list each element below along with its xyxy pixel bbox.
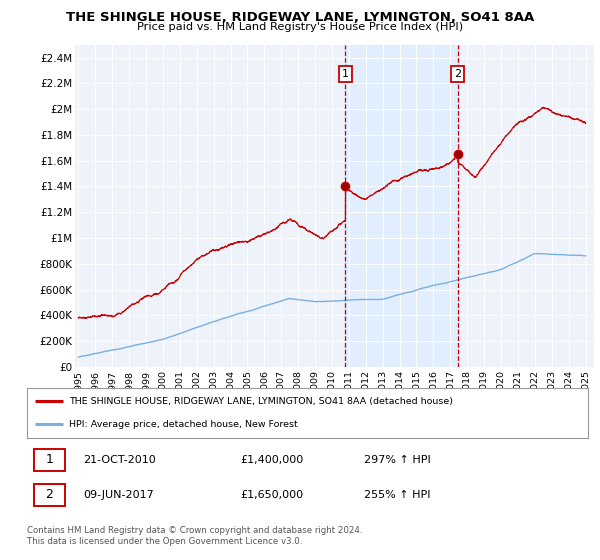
- Text: HPI: Average price, detached house, New Forest: HPI: Average price, detached house, New …: [69, 420, 298, 429]
- Text: THE SHINGLE HOUSE, RIDGEWAY LANE, LYMINGTON, SO41 8AA: THE SHINGLE HOUSE, RIDGEWAY LANE, LYMING…: [66, 11, 534, 24]
- FancyBboxPatch shape: [34, 449, 65, 471]
- Text: 1: 1: [342, 69, 349, 79]
- Text: 2: 2: [454, 69, 461, 79]
- Text: Contains HM Land Registry data © Crown copyright and database right 2024.
This d: Contains HM Land Registry data © Crown c…: [27, 526, 362, 546]
- Text: £1,650,000: £1,650,000: [240, 490, 304, 500]
- Text: Price paid vs. HM Land Registry's House Price Index (HPI): Price paid vs. HM Land Registry's House …: [137, 22, 463, 32]
- Text: 09-JUN-2017: 09-JUN-2017: [83, 490, 154, 500]
- FancyBboxPatch shape: [34, 484, 65, 506]
- Text: £1,400,000: £1,400,000: [240, 455, 304, 465]
- Text: 21-OCT-2010: 21-OCT-2010: [83, 455, 156, 465]
- Text: 297% ↑ HPI: 297% ↑ HPI: [364, 455, 430, 465]
- Text: 1: 1: [45, 454, 53, 466]
- Text: THE SHINGLE HOUSE, RIDGEWAY LANE, LYMINGTON, SO41 8AA (detached house): THE SHINGLE HOUSE, RIDGEWAY LANE, LYMING…: [69, 396, 453, 405]
- Bar: [346, 45, 458, 367]
- Text: 2: 2: [45, 488, 53, 501]
- Text: 255% ↑ HPI: 255% ↑ HPI: [364, 490, 430, 500]
